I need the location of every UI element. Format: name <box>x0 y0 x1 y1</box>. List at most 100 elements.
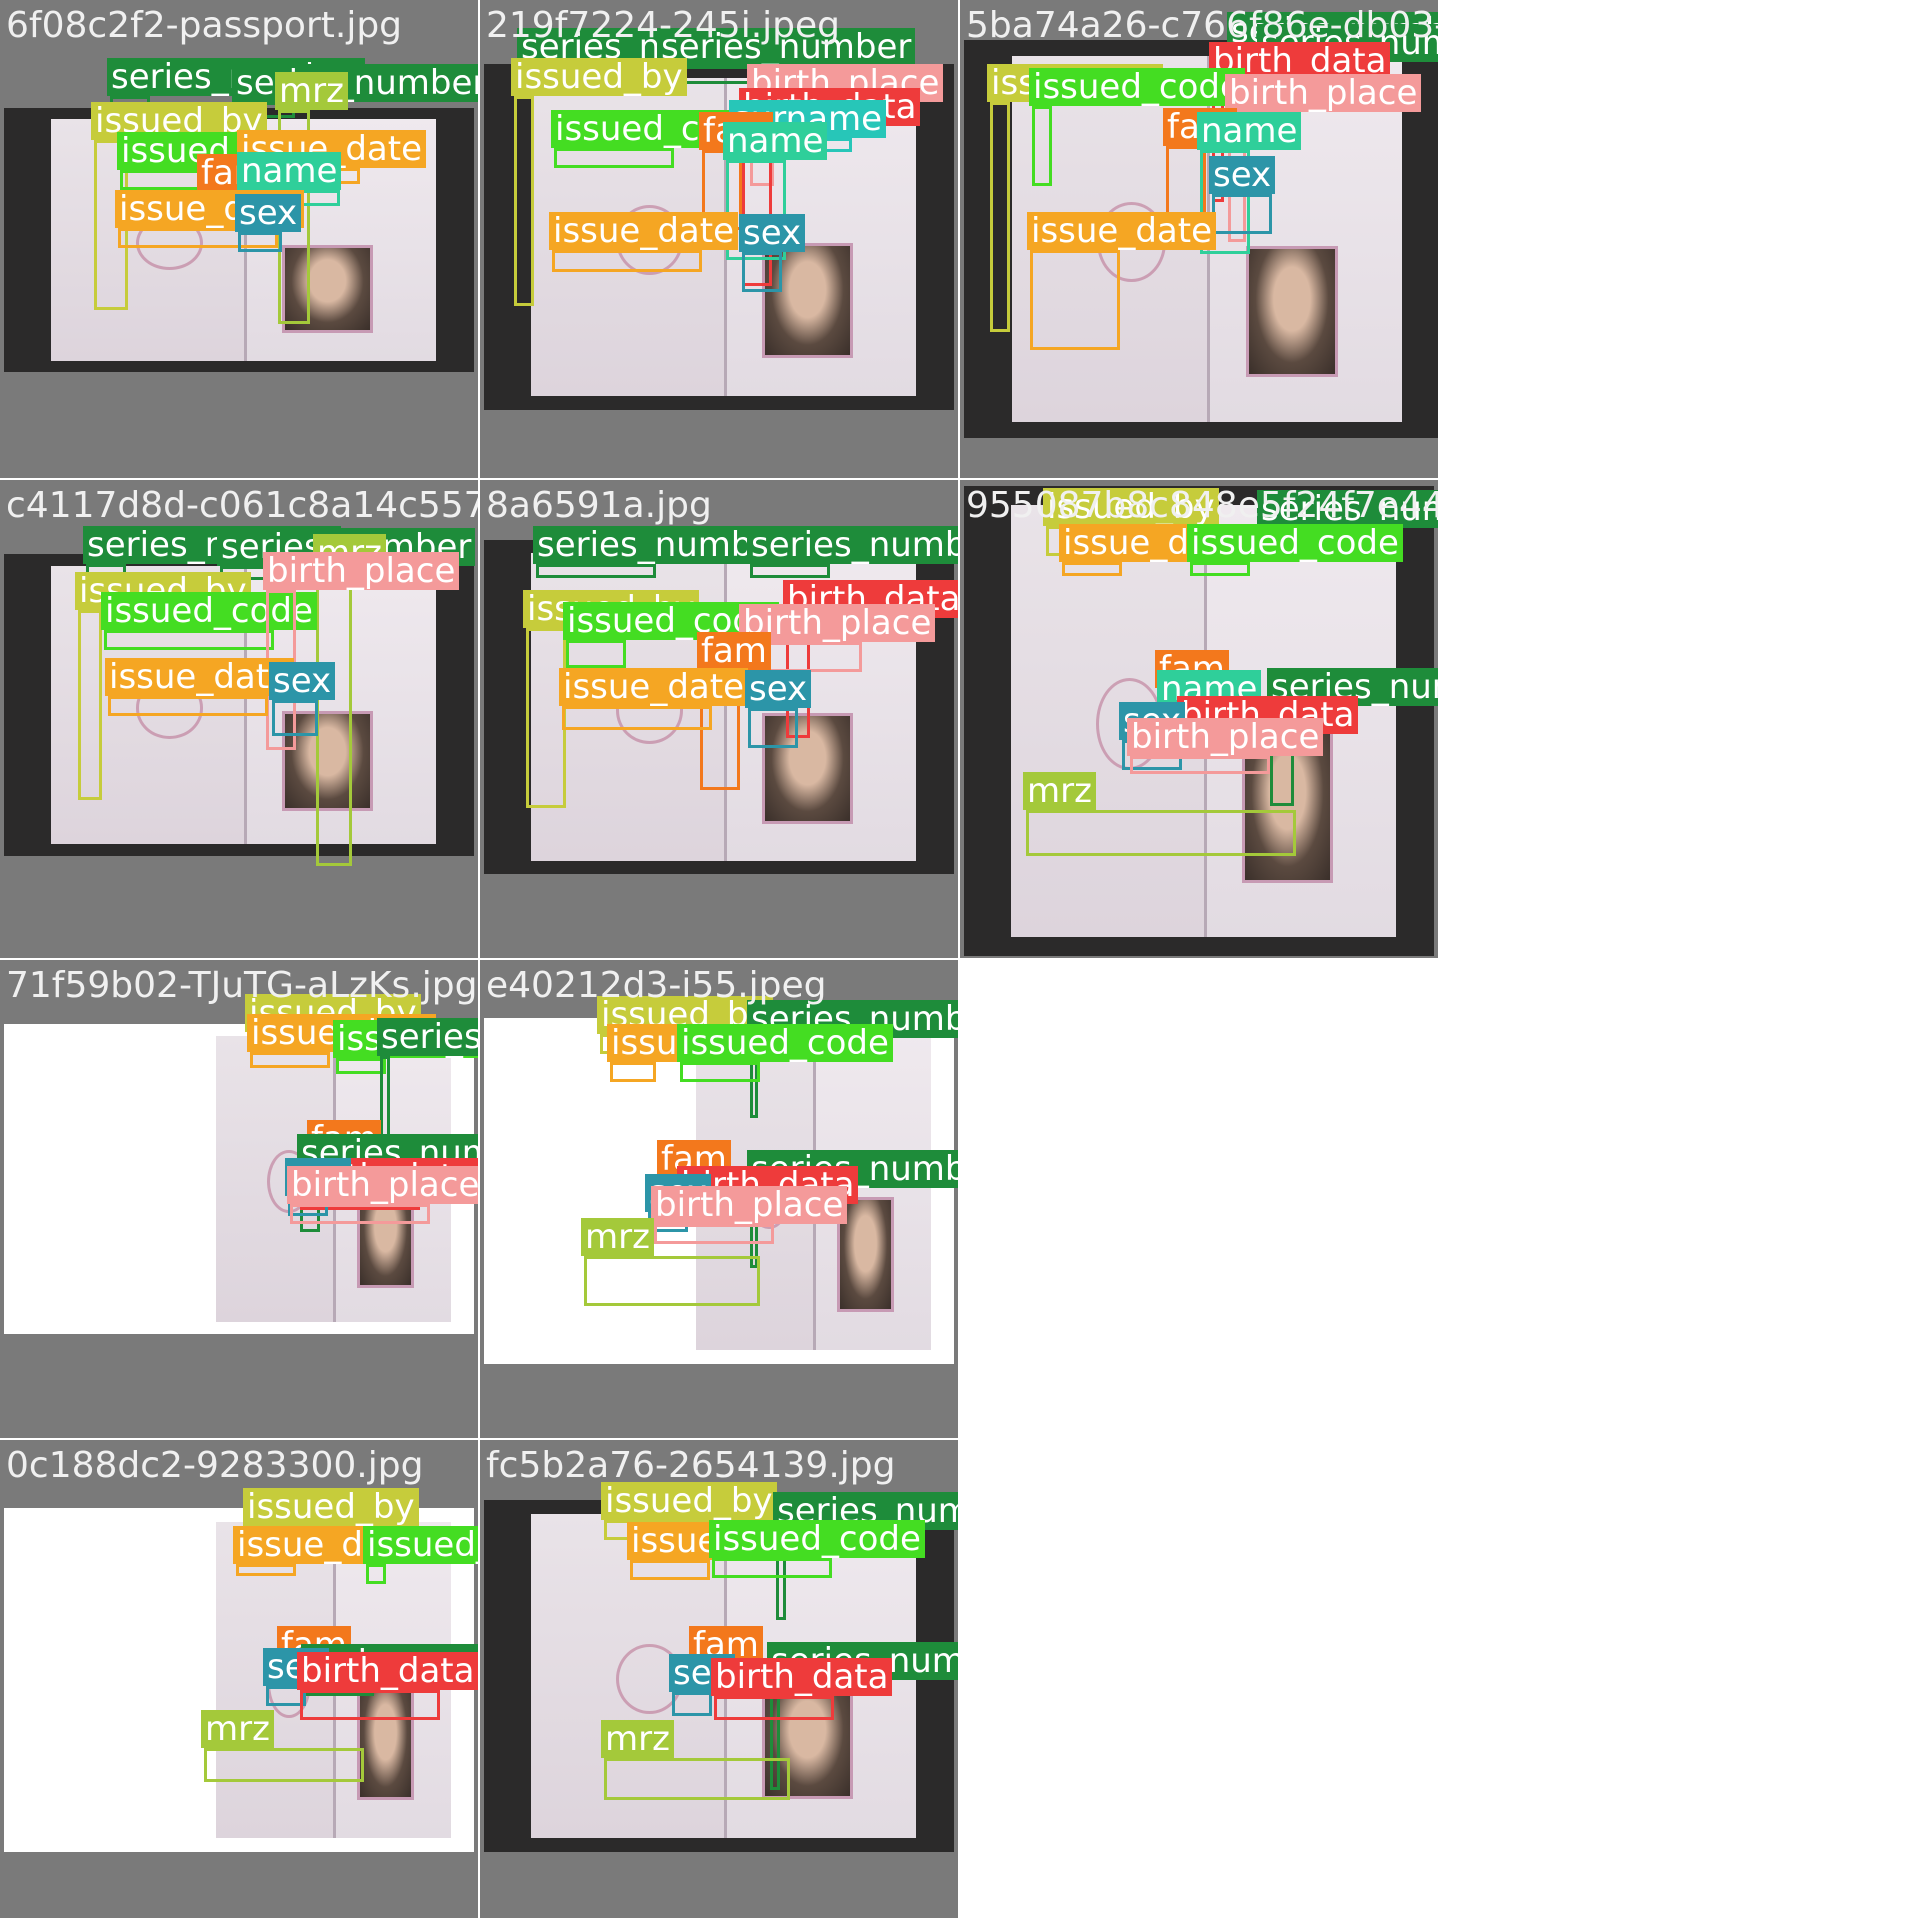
bbox-label: mrz <box>201 1710 274 1748</box>
bbox-issue-date: issue_date <box>559 668 749 730</box>
portrait-photo <box>356 1686 415 1800</box>
result-cell: 71f59b02-TJuTG-aLzKs.jpgissued_byissue_d… <box>0 960 478 1438</box>
bbox-label: birth_data <box>711 1658 893 1696</box>
bbox-issue-date: issue_date <box>105 658 295 716</box>
bbox-birth-data: birth_data <box>711 1658 893 1720</box>
bbox-mrz: mrz <box>201 1710 364 1782</box>
bbox-label: issue_date <box>549 212 739 250</box>
bbox-name: name <box>723 122 828 260</box>
bbox-sex: sex <box>745 670 812 748</box>
passport-photo <box>484 1018 954 1364</box>
bbox-issue-date: issue_date <box>1059 524 1249 576</box>
bbox-label: sex <box>269 662 336 700</box>
bbox-label: series_number <box>747 526 958 564</box>
bbox-label: issued_code <box>709 1520 925 1558</box>
result-cell: fc5b2a76-2654139.jpgissued_byseries_numb… <box>480 1440 958 1918</box>
bbox-label: birth_place <box>1127 718 1324 756</box>
bbox-label: name <box>723 122 828 160</box>
bbox-label: sex <box>739 214 806 252</box>
bbox-label: issued_by <box>511 58 687 96</box>
bbox-issued-code: issued_code <box>677 1024 893 1082</box>
bbox-label: issued_by <box>601 1482 777 1520</box>
bbox-issue-date: issue_date <box>1027 212 1217 350</box>
bbox-issued-code: issued_code <box>1029 68 1245 186</box>
image-filename: 6f08c2f2-passport.jpg <box>6 5 403 46</box>
bbox-name: name <box>1197 112 1302 254</box>
bbox-label: name <box>237 152 342 190</box>
bbox-label: mrz <box>275 72 348 110</box>
bbox-series-number: series_number <box>747 526 958 578</box>
bbox-mrz: mrz <box>1023 772 1296 856</box>
bbox-label: issued_by <box>243 1488 419 1526</box>
bbox-label: series_number <box>377 1018 478 1056</box>
bbox-birth-place: birth_place <box>1127 718 1324 774</box>
bbox-label: issue_date <box>559 668 749 706</box>
bbox-label: issue_date <box>105 658 295 696</box>
image-filename: 219f7224-245i.jpeg <box>486 5 841 46</box>
bbox-issue-date: issue_date <box>607 1024 797 1082</box>
image-filename: c4117d8d-c061c8a14c557e3 <box>6 485 478 526</box>
bbox-birth-place: birth_place <box>287 1166 478 1224</box>
image-filename: 8a6591a.jpg <box>486 485 712 526</box>
bbox-series-number: series_number <box>377 1018 478 1146</box>
bbox-series-number: series_number <box>533 526 792 578</box>
bbox-birth-place: birth_place <box>651 1186 848 1244</box>
passport-photo <box>4 1024 474 1334</box>
bbox-issued-code: issued_code <box>551 110 767 168</box>
bbox-label: birth_data <box>297 1652 478 1690</box>
bbox-label: sex <box>745 670 812 708</box>
result-cell: 5ba74a26-c766f86e-db03-4606-aac7-dc667d0… <box>960 0 1438 478</box>
result-cell: 6f08c2f2-passport.jpgseries_numberseries… <box>0 0 478 478</box>
bbox-issued-code: issued_code <box>709 1520 925 1578</box>
result-cell: 219f7224-245i.jpeg series_number series_nu… <box>480 0 958 478</box>
bbox-birth-data: birth_data <box>1209 42 1391 202</box>
bbox-label: issued_code <box>363 1526 478 1564</box>
bbox-issued-by: issued_by <box>601 1482 777 1540</box>
bbox-issue-date: issue_date <box>247 1014 437 1068</box>
bbox-issued-code: issued_code <box>563 602 779 668</box>
bbox-mrz: mrz <box>581 1218 760 1306</box>
bbox-label: mrz <box>601 1720 674 1758</box>
bbox-issued-by: issued_by <box>523 590 699 808</box>
bbox-label: sex <box>235 194 302 232</box>
result-cell <box>960 960 1438 1438</box>
result-cell: 0c188dc2-9283300.jpg issued_by issue_date i… <box>0 1440 478 1918</box>
bbox-label: birth_place <box>651 1186 848 1224</box>
bbox-series-number: series_number <box>657 28 916 84</box>
result-cell: c4117d8d-c061c8a14c557e3series_numberser… <box>0 480 478 958</box>
bbox-sex: sex <box>1209 156 1276 234</box>
bbox-issued-code: issued_code <box>101 592 317 650</box>
bbox-issue-date: issue_date <box>627 1522 817 1580</box>
image-filename: e40212d3-i55.jpeg <box>486 965 827 1006</box>
portrait-photo <box>762 243 854 358</box>
bbox-name: name <box>237 152 342 206</box>
image-filename: 71f59b02-TJuTG-aLzKs.jpg <box>6 965 478 1006</box>
bbox-birth-data: birth_data <box>297 1652 478 1720</box>
bbox-sex: sex <box>269 662 336 736</box>
bbox-label: birth_place <box>287 1166 478 1204</box>
bbox-issued-by: issued_by <box>511 58 687 306</box>
bbox-label: birth_place <box>1225 74 1422 112</box>
bbox-birth-place: birth_place <box>739 604 936 672</box>
bbox-issued-code: issued_code <box>363 1526 478 1584</box>
portrait-photo <box>282 710 374 811</box>
bbox-fam: fam <box>697 632 771 790</box>
bbox-mrz: mrz <box>601 1720 790 1800</box>
bbox-mrz: mrz <box>313 534 386 866</box>
image-filename: 0c188dc2-9283300.jpg <box>6 1445 424 1486</box>
bbox-label: issued_code <box>101 592 317 630</box>
result-cell: 955087b8c848e5f24f7e44419issued_by series… <box>960 480 1438 958</box>
bbox-label: mrz <box>1023 772 1096 810</box>
portrait-photo <box>282 244 374 334</box>
bbox-issue-date: issue_date <box>233 1526 423 1576</box>
image-filename: 955087b8c848e5f24f7e44419 <box>966 485 1438 526</box>
bbox-label: issued_by <box>1043 488 1219 526</box>
bbox-label: birth_data <box>1209 42 1391 80</box>
bbox-issued-by: issued_by <box>987 64 1163 332</box>
image-filename: fc5b2a76-2654139.jpg <box>486 1445 896 1486</box>
bbox-label: birth_place <box>263 552 460 590</box>
bbox-issue-date: issue_date <box>549 212 739 272</box>
bbox-sex: sex <box>739 214 806 292</box>
bbox-issued-code: issued_code <box>1187 524 1403 576</box>
